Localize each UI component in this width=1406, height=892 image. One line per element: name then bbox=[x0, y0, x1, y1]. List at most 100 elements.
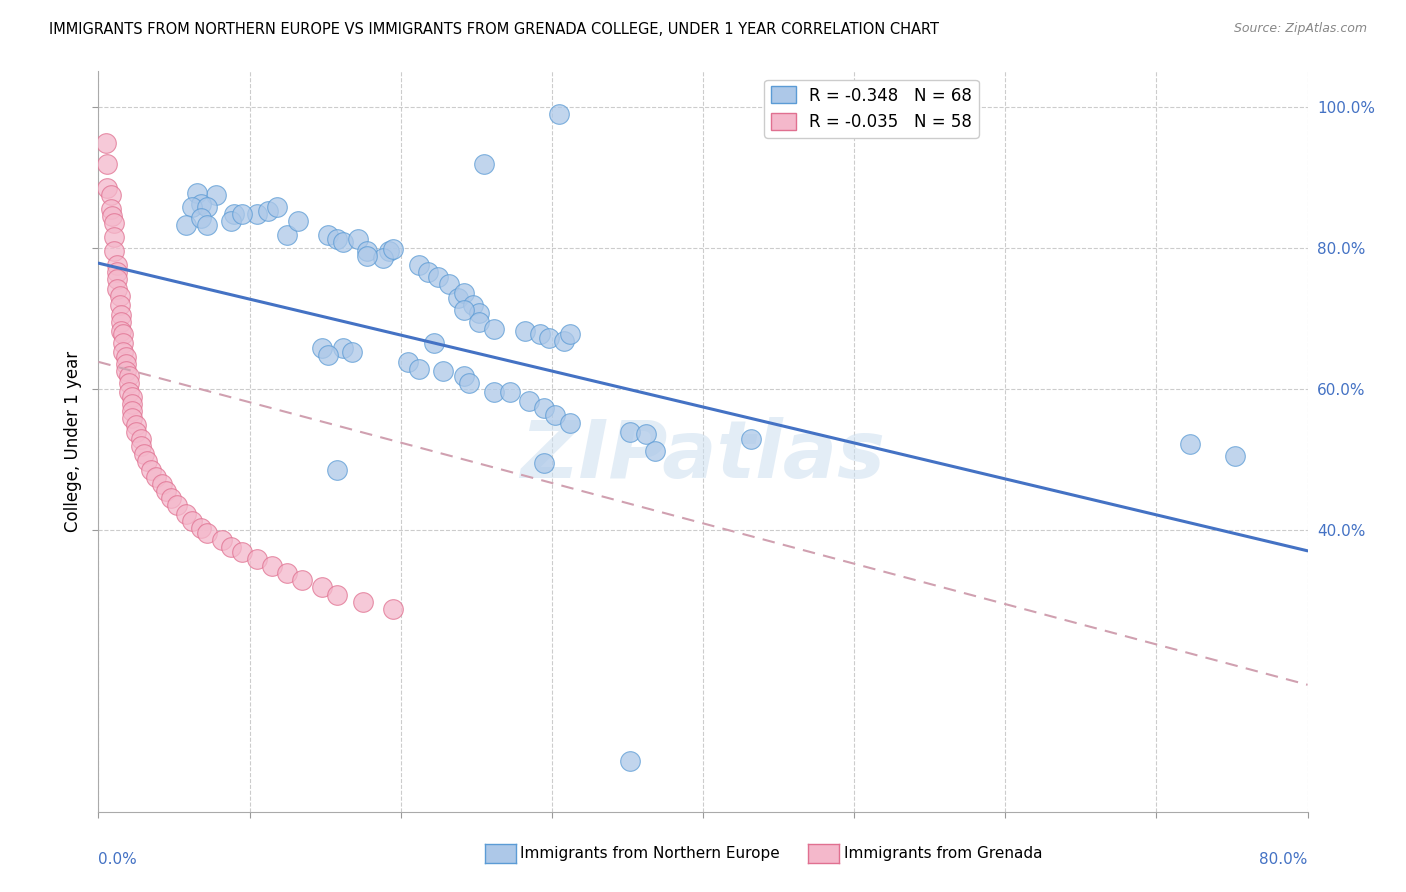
Point bbox=[634, 427, 657, 442]
Point bbox=[224, 207, 246, 221]
Point bbox=[619, 425, 641, 440]
Point bbox=[1178, 436, 1201, 450]
Point bbox=[100, 187, 122, 202]
Point bbox=[558, 326, 581, 341]
Point bbox=[110, 324, 132, 338]
Point bbox=[118, 385, 141, 400]
Point bbox=[114, 357, 136, 371]
Point bbox=[342, 345, 364, 359]
Point bbox=[463, 298, 485, 312]
Point bbox=[371, 251, 394, 265]
Point bbox=[105, 281, 128, 295]
Y-axis label: College, Under 1 year: College, Under 1 year bbox=[63, 351, 82, 533]
Point bbox=[211, 533, 233, 548]
Point bbox=[468, 315, 491, 329]
Text: 0.0%: 0.0% bbox=[98, 853, 138, 867]
Point bbox=[103, 216, 125, 230]
Point bbox=[118, 368, 141, 383]
Point bbox=[408, 258, 430, 272]
Point bbox=[108, 288, 131, 302]
Point bbox=[166, 498, 188, 512]
Point bbox=[103, 244, 125, 259]
Point bbox=[195, 218, 218, 232]
Point bbox=[468, 305, 491, 319]
Point bbox=[221, 541, 243, 555]
Point bbox=[110, 315, 132, 329]
Point bbox=[484, 322, 506, 336]
Point bbox=[103, 230, 125, 244]
Point bbox=[396, 355, 419, 369]
Point bbox=[174, 218, 197, 232]
Point bbox=[121, 404, 143, 418]
Point bbox=[382, 601, 405, 615]
Point bbox=[101, 209, 124, 223]
Point bbox=[276, 227, 298, 242]
Legend: R = -0.348   N = 68, R = -0.035   N = 58: R = -0.348 N = 68, R = -0.035 N = 58 bbox=[765, 79, 979, 137]
Point bbox=[472, 157, 495, 171]
Point bbox=[382, 242, 405, 256]
Point bbox=[105, 272, 128, 286]
Point bbox=[145, 470, 167, 484]
Point bbox=[453, 302, 475, 317]
Point bbox=[186, 186, 208, 200]
Point bbox=[195, 526, 218, 541]
Point bbox=[141, 463, 163, 477]
Point bbox=[326, 232, 349, 246]
Point bbox=[125, 425, 148, 440]
Text: Immigrants from Northern Europe: Immigrants from Northern Europe bbox=[520, 847, 780, 861]
Point bbox=[544, 409, 567, 423]
Point bbox=[174, 507, 197, 521]
Point bbox=[118, 376, 141, 390]
Point bbox=[484, 385, 506, 400]
Point bbox=[121, 397, 143, 411]
Point bbox=[453, 368, 475, 383]
Point bbox=[121, 411, 143, 425]
Point bbox=[221, 214, 243, 228]
Point bbox=[558, 416, 581, 430]
Point bbox=[548, 106, 571, 120]
Point bbox=[256, 204, 278, 219]
Point bbox=[276, 566, 298, 581]
Point bbox=[205, 187, 228, 202]
Point bbox=[114, 350, 136, 364]
Point bbox=[266, 200, 288, 214]
Text: Immigrants from Grenada: Immigrants from Grenada bbox=[844, 847, 1042, 861]
Point bbox=[132, 446, 155, 460]
Point bbox=[111, 335, 134, 350]
Point bbox=[190, 211, 212, 225]
Point bbox=[121, 390, 143, 404]
Point bbox=[457, 376, 479, 390]
Text: Source: ZipAtlas.com: Source: ZipAtlas.com bbox=[1233, 22, 1367, 36]
Point bbox=[740, 433, 762, 447]
Text: ZIPatlas: ZIPatlas bbox=[520, 417, 886, 495]
Point bbox=[105, 258, 128, 272]
Point bbox=[408, 362, 430, 376]
Point bbox=[125, 418, 148, 433]
Point bbox=[423, 335, 446, 350]
Point bbox=[644, 443, 666, 458]
Point bbox=[114, 364, 136, 378]
Point bbox=[517, 394, 540, 409]
Point bbox=[453, 286, 475, 301]
Point bbox=[190, 197, 212, 211]
Point bbox=[100, 202, 122, 216]
Point bbox=[160, 491, 183, 505]
Point bbox=[332, 341, 354, 355]
Point bbox=[150, 476, 173, 491]
Point bbox=[356, 249, 378, 263]
Point bbox=[231, 207, 253, 221]
Point bbox=[129, 440, 152, 454]
Point bbox=[129, 433, 152, 447]
Point bbox=[111, 326, 134, 341]
Point bbox=[246, 552, 269, 566]
Point bbox=[231, 545, 253, 559]
Point bbox=[316, 227, 339, 242]
Point bbox=[111, 345, 134, 359]
Point bbox=[94, 136, 117, 151]
Point bbox=[105, 265, 128, 279]
Text: 80.0%: 80.0% bbox=[1260, 853, 1308, 867]
Point bbox=[533, 456, 555, 470]
Point bbox=[533, 401, 555, 416]
Point bbox=[316, 348, 339, 362]
Point bbox=[432, 364, 454, 378]
